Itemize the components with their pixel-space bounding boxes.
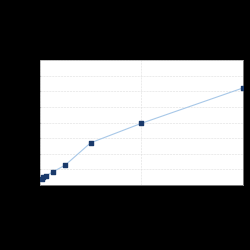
Point	[240, 86, 244, 90]
Point	[139, 121, 143, 125]
Point	[88, 141, 92, 145]
Point	[44, 174, 48, 178]
Point	[51, 170, 55, 174]
Point	[41, 176, 45, 180]
Point	[40, 177, 44, 181]
X-axis label: Rat Protein C Receptor, Endothelial (PROCR)
Concentration (ng/ml): Rat Protein C Receptor, Endothelial (PRO…	[64, 198, 218, 212]
Point	[63, 163, 67, 167]
Y-axis label: OD: OD	[13, 116, 22, 128]
